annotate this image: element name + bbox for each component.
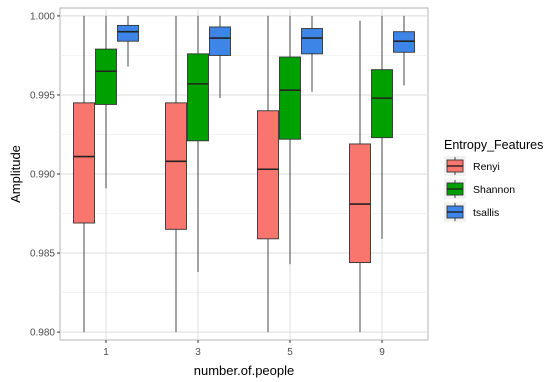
y-tick-label: 1.000 bbox=[30, 11, 55, 22]
legend-title: Entropy_Features bbox=[444, 138, 543, 152]
y-axis-title: Amplitude bbox=[8, 145, 23, 203]
box-iqr bbox=[95, 48, 117, 105]
box-tsallis-5 bbox=[301, 15, 323, 92]
x-axis-ticks: 1 3 5 9 bbox=[103, 340, 385, 358]
legend-label: Shannon bbox=[473, 184, 515, 196]
box-iqr bbox=[371, 69, 393, 139]
x-tick-label: 3 bbox=[195, 347, 201, 358]
box-iqr bbox=[301, 28, 323, 55]
x-tick-label: 1 bbox=[103, 347, 109, 358]
x-tick-label: 9 bbox=[379, 347, 385, 358]
legend-item-renyi: Renyi bbox=[444, 156, 500, 176]
box-iqr bbox=[165, 102, 187, 230]
y-tick-label: 0.985 bbox=[30, 249, 55, 260]
box-iqr bbox=[257, 110, 279, 240]
box-renyi-9 bbox=[349, 20, 371, 333]
box-iqr bbox=[187, 53, 209, 142]
box-shannon-9 bbox=[371, 15, 393, 239]
box-tsallis-3 bbox=[209, 15, 231, 99]
box-renyi-5 bbox=[257, 15, 279, 333]
x-tick-label: 5 bbox=[287, 347, 293, 358]
legend-label: Renyi bbox=[473, 161, 500, 173]
y-axis-ticks: 0.980 0.985 0.990 0.995 1.000 bbox=[30, 11, 60, 339]
y-tick-label: 0.990 bbox=[30, 170, 55, 181]
box-tsallis-1 bbox=[117, 15, 139, 67]
box-iqr bbox=[209, 26, 231, 56]
box-shannon-5 bbox=[279, 15, 301, 265]
x-axis-title: number.of.people bbox=[194, 363, 294, 378]
y-tick-label: 0.980 bbox=[30, 328, 55, 339]
box-iqr bbox=[117, 24, 139, 42]
box-shannon-1 bbox=[95, 15, 117, 189]
y-tick-label: 0.995 bbox=[30, 90, 55, 101]
box-renyi-3 bbox=[165, 15, 187, 333]
legend-item-tsallis: tsallis bbox=[444, 202, 499, 222]
box-series-group bbox=[73, 15, 415, 333]
box-iqr bbox=[73, 102, 95, 224]
legend-label: tsallis bbox=[473, 207, 499, 219]
box-iqr bbox=[279, 56, 301, 140]
box-renyi-1 bbox=[73, 15, 95, 333]
legend-item-shannon: Shannon bbox=[444, 179, 515, 199]
box-shannon-3 bbox=[187, 15, 209, 273]
legend: Entropy_Features Renyi Shannon tsallis bbox=[444, 138, 543, 222]
box-tsallis-9 bbox=[393, 15, 415, 86]
